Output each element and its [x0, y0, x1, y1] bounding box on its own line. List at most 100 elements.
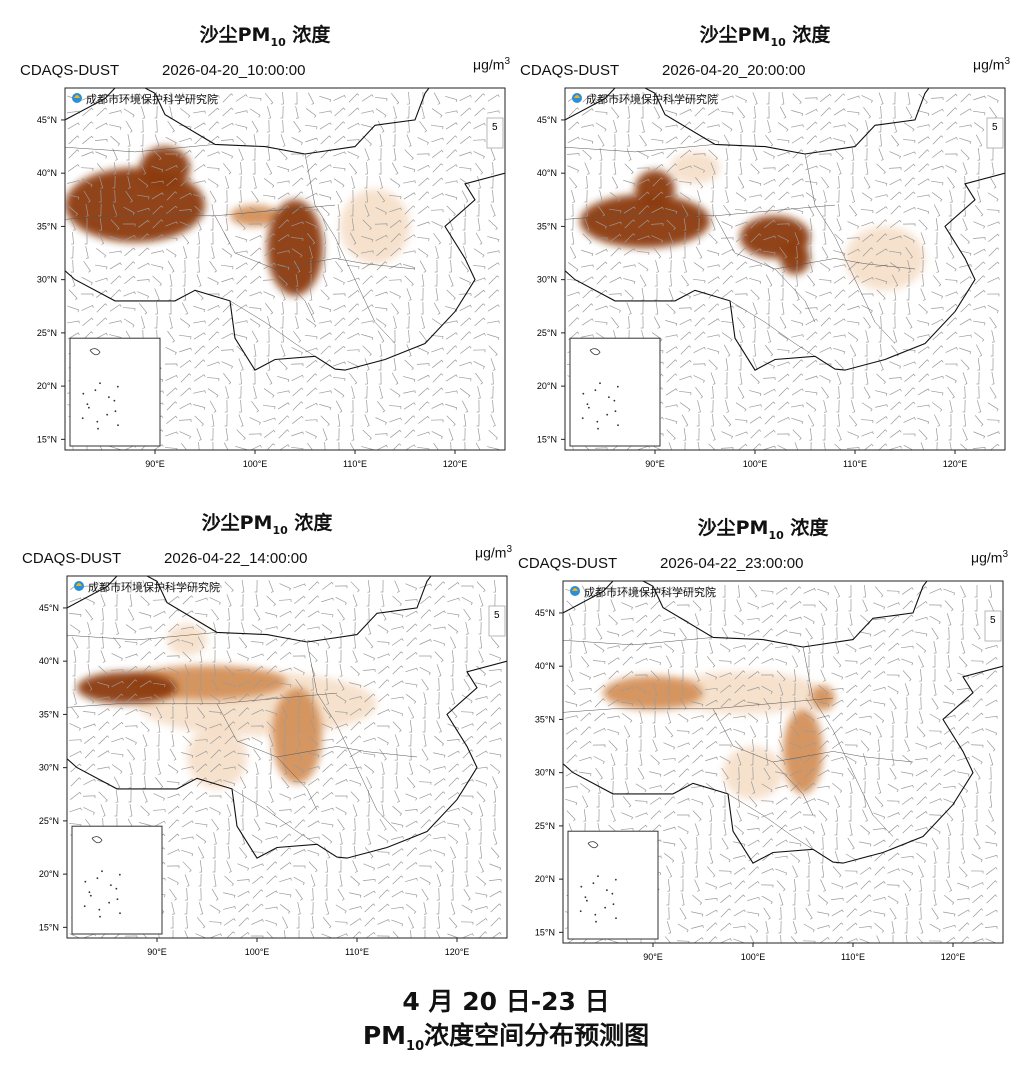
model-name: CDAQS-DUST	[518, 555, 618, 572]
map-frame	[564, 87, 1006, 451]
lon-tick-label: 90°E	[145, 459, 165, 469]
dust-plume	[670, 151, 720, 184]
lon-tick-label: 120°E	[443, 459, 468, 469]
lon-tick-label: 90°E	[147, 947, 167, 957]
province-border	[565, 204, 836, 220]
model-name: CDAQS-DUST	[22, 550, 122, 567]
map-frame	[64, 87, 506, 451]
wind-scale-box	[488, 605, 506, 637]
country-border	[565, 88, 1005, 371]
dust-plume	[845, 226, 925, 291]
lat-tick-label: 40°N	[39, 656, 59, 666]
forecast-panel-2: 沙尘PM10 浓度 CDAQS-DUST 2026-04-20_20:00:00 μg…	[520, 20, 1010, 490]
lat-tick-label: 30°N	[39, 763, 59, 773]
caption-date-range: 4 月 20 日-23 日	[402, 987, 610, 1016]
lat-tick-label: 20°N	[535, 874, 555, 884]
title-main: 沙尘PM	[199, 24, 271, 46]
caption-title: PM10浓度空间分布预测图	[362, 1021, 650, 1054]
province-border	[727, 793, 814, 850]
dust-plume	[603, 675, 703, 710]
panel-title: 沙尘PM10 浓度	[20, 20, 510, 49]
lat-tick-label: 30°N	[537, 275, 557, 285]
province-border	[65, 144, 216, 153]
province-border	[304, 153, 396, 344]
institute-logo: 成都市环境保护科学研究院	[570, 585, 716, 599]
lat-tick-label: 45°N	[535, 608, 555, 618]
lon-tick-label: 120°E	[941, 952, 966, 962]
province-border	[274, 258, 416, 270]
lon-tick-label: 120°E	[445, 947, 470, 957]
lat-tick-label: 45°N	[39, 603, 59, 613]
wind-barbs	[566, 91, 1000, 450]
title-main: 沙尘PM	[201, 512, 273, 534]
lat-tick-label: 15°N	[537, 434, 557, 444]
lat-tick-label: 35°N	[535, 714, 555, 724]
wind-scale-value: 5	[990, 615, 996, 626]
lon-tick-label: 100°E	[741, 952, 766, 962]
lon-tick-label: 90°E	[643, 952, 663, 962]
figure-caption: 4 月 20 日-23 日 PM10浓度空间分布预测图	[0, 985, 1012, 1064]
lon-tick-label: 100°E	[243, 459, 268, 469]
concentration-unit: μg/m3	[971, 549, 1008, 566]
concentration-unit: μg/m3	[973, 56, 1010, 73]
country-border	[65, 88, 505, 371]
dust-plume	[167, 623, 207, 656]
panel-title: 沙尘PM10 浓度	[518, 513, 1008, 542]
lat-tick-label: 20°N	[39, 869, 59, 879]
lon-tick-label: 120°E	[943, 459, 968, 469]
model-name: CDAQS-DUST	[20, 62, 120, 79]
province-border	[229, 300, 316, 357]
wind-scale-value: 5	[494, 610, 500, 621]
dust-map: 成都市环境保护科学研究院 5 45°N 40°N 35°N 30°N 25°N 20°N 15°…	[20, 80, 510, 490]
lat-tick-label: 35°N	[537, 221, 557, 231]
wind-barbs	[67, 91, 500, 450]
lon-tick-label: 110°E	[345, 947, 369, 957]
lat-tick-label: 35°N	[39, 709, 59, 719]
province-border	[565, 144, 716, 153]
south-china-sea-inset	[567, 830, 659, 940]
province-border	[67, 692, 338, 708]
lat-tick-label: 20°N	[537, 381, 557, 391]
province-border	[306, 641, 398, 832]
province-border	[802, 646, 894, 837]
lat-tick-label: 40°N	[37, 168, 57, 178]
map-frame	[562, 580, 1004, 944]
dust-plume	[663, 671, 823, 715]
title-suffix: 浓度	[285, 24, 331, 46]
lat-tick-label: 30°N	[535, 768, 555, 778]
dust-plume	[783, 708, 823, 794]
province-border	[563, 637, 714, 646]
province-border	[563, 697, 834, 713]
lon-tick-label: 100°E	[743, 459, 768, 469]
lon-tick-label: 110°E	[841, 952, 865, 962]
south-china-sea-inset	[71, 825, 163, 935]
lat-tick-label: 15°N	[535, 927, 555, 937]
dust-map: 成都市环境保护科学研究院 5 45°N 40°N 35°N 30°N 25°N 20°N 15°…	[518, 573, 1008, 983]
lat-tick-label: 45°N	[37, 115, 57, 125]
institute-logo: 成都市环境保护科学研究院	[74, 580, 220, 594]
institute-name: 成都市环境保护科学研究院	[86, 92, 218, 106]
lat-tick-label: 30°N	[37, 275, 57, 285]
concentration-unit: μg/m3	[473, 56, 510, 73]
wind-scale-value: 5	[492, 122, 498, 133]
lat-tick-label: 40°N	[535, 661, 555, 671]
lat-tick-label: 35°N	[37, 221, 57, 231]
country-border	[563, 581, 1003, 864]
lon-tick-label: 90°E	[645, 459, 665, 469]
institute-logo: 成都市环境保护科学研究院	[72, 92, 218, 106]
title-suffix: 浓度	[287, 512, 333, 534]
forecast-datetime: 2026-04-22_23:00:00	[660, 555, 804, 572]
province-border	[774, 258, 916, 270]
title-main: 沙尘PM	[697, 517, 769, 539]
dust-plume	[140, 146, 190, 190]
panel-title: 沙尘PM10 浓度	[22, 508, 512, 537]
title-main: 沙尘PM	[699, 24, 771, 46]
dust-plume	[340, 189, 410, 264]
lat-tick-label: 25°N	[535, 821, 555, 831]
south-china-sea-inset	[69, 337, 161, 447]
wind-scale-box	[486, 117, 504, 149]
dust-plume	[187, 725, 247, 789]
dust-plume	[272, 687, 322, 784]
lon-tick-label: 110°E	[343, 459, 367, 469]
institute-name: 成都市环境保护科学研究院	[584, 585, 716, 599]
